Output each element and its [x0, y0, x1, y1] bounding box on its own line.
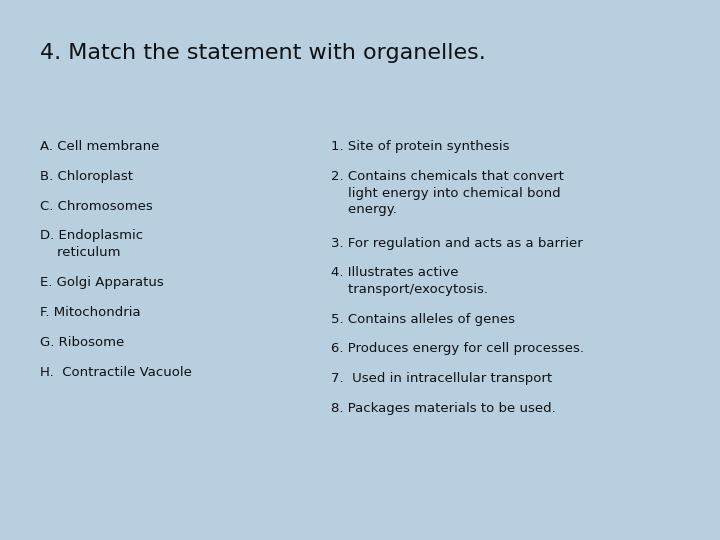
- Text: H.  Contractile Vacuole: H. Contractile Vacuole: [40, 366, 192, 379]
- Text: D. Endoplasmic
    reticulum: D. Endoplasmic reticulum: [40, 230, 143, 259]
- Text: F. Mitochondria: F. Mitochondria: [40, 306, 140, 319]
- Text: 7.  Used in intracellular transport: 7. Used in intracellular transport: [331, 372, 552, 385]
- Text: 6. Produces energy for cell processes.: 6. Produces energy for cell processes.: [331, 342, 584, 355]
- Text: 2. Contains chemicals that convert
    light energy into chemical bond
    energ: 2. Contains chemicals that convert light…: [331, 170, 564, 216]
- Text: G. Ribosome: G. Ribosome: [40, 336, 124, 349]
- Text: A. Cell membrane: A. Cell membrane: [40, 140, 159, 153]
- Text: 1. Site of protein synthesis: 1. Site of protein synthesis: [331, 140, 510, 153]
- Text: 3. For regulation and acts as a barrier: 3. For regulation and acts as a barrier: [331, 237, 583, 249]
- Text: 4. Match the statement with organelles.: 4. Match the statement with organelles.: [40, 43, 485, 63]
- Text: C. Chromosomes: C. Chromosomes: [40, 200, 153, 213]
- Text: E. Golgi Apparatus: E. Golgi Apparatus: [40, 276, 163, 289]
- Text: B. Chloroplast: B. Chloroplast: [40, 170, 132, 183]
- Text: 5. Contains alleles of genes: 5. Contains alleles of genes: [331, 313, 516, 326]
- Text: 8. Packages materials to be used.: 8. Packages materials to be used.: [331, 402, 556, 415]
- Text: 4. Illustrates active
    transport/exocytosis.: 4. Illustrates active transport/exocytos…: [331, 266, 488, 296]
